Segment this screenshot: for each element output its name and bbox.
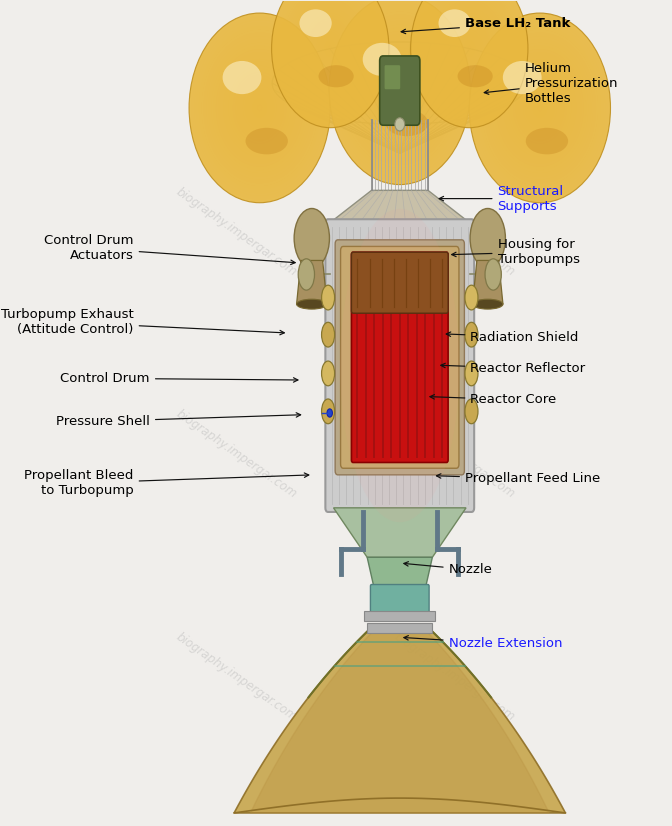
FancyBboxPatch shape bbox=[335, 240, 464, 475]
Text: Reactor Core: Reactor Core bbox=[430, 393, 556, 406]
Ellipse shape bbox=[189, 13, 330, 202]
Polygon shape bbox=[329, 190, 470, 223]
Text: Radiation Shield: Radiation Shield bbox=[446, 330, 579, 344]
Ellipse shape bbox=[503, 61, 542, 94]
Text: Propellant Feed Line: Propellant Feed Line bbox=[436, 472, 600, 486]
Ellipse shape bbox=[465, 399, 478, 424]
Ellipse shape bbox=[222, 61, 261, 94]
Ellipse shape bbox=[395, 118, 405, 131]
Text: biography.impergar.com: biography.impergar.com bbox=[391, 185, 517, 278]
Ellipse shape bbox=[322, 322, 335, 347]
Text: biography.impergar.com: biography.impergar.com bbox=[391, 630, 517, 724]
Ellipse shape bbox=[298, 259, 314, 290]
Ellipse shape bbox=[296, 299, 327, 309]
Text: biography.impergar.com: biography.impergar.com bbox=[174, 630, 300, 724]
Text: biography.impergar.com: biography.impergar.com bbox=[174, 185, 300, 278]
Ellipse shape bbox=[300, 9, 332, 37]
Ellipse shape bbox=[411, 0, 528, 128]
Text: Reactor Reflector: Reactor Reflector bbox=[441, 362, 585, 375]
FancyBboxPatch shape bbox=[351, 252, 448, 463]
Ellipse shape bbox=[469, 13, 610, 202]
Text: biography.impergar.com: biography.impergar.com bbox=[174, 407, 300, 501]
Ellipse shape bbox=[470, 208, 505, 268]
Text: biography.impergar.com: biography.impergar.com bbox=[391, 407, 517, 501]
Text: Propellant Bleed
to Turbopump: Propellant Bleed to Turbopump bbox=[24, 469, 309, 497]
Text: Pressure Shell: Pressure Shell bbox=[56, 413, 300, 428]
Ellipse shape bbox=[465, 361, 478, 386]
Text: Control Drum
Actuators: Control Drum Actuators bbox=[44, 234, 295, 264]
Ellipse shape bbox=[319, 65, 353, 88]
FancyBboxPatch shape bbox=[325, 219, 474, 512]
Ellipse shape bbox=[465, 322, 478, 347]
Polygon shape bbox=[333, 508, 466, 558]
Ellipse shape bbox=[327, 409, 333, 417]
Polygon shape bbox=[251, 632, 549, 813]
Ellipse shape bbox=[322, 399, 335, 424]
Ellipse shape bbox=[458, 65, 493, 88]
Text: Housing for
Turbopumps: Housing for Turbopumps bbox=[452, 238, 579, 266]
Ellipse shape bbox=[465, 285, 478, 310]
FancyBboxPatch shape bbox=[380, 56, 420, 126]
Text: Control Drum: Control Drum bbox=[60, 372, 298, 385]
Polygon shape bbox=[367, 558, 432, 586]
Ellipse shape bbox=[363, 43, 402, 76]
Text: Nozzle: Nozzle bbox=[404, 562, 493, 577]
Text: Structural
Supports: Structural Supports bbox=[439, 184, 564, 212]
FancyBboxPatch shape bbox=[370, 585, 429, 613]
Ellipse shape bbox=[271, 0, 389, 128]
Polygon shape bbox=[234, 632, 565, 813]
Polygon shape bbox=[364, 611, 435, 621]
Ellipse shape bbox=[322, 285, 335, 310]
Text: Helium
Pressurization
Bottles: Helium Pressurization Bottles bbox=[485, 62, 618, 105]
Ellipse shape bbox=[472, 299, 503, 309]
Text: Turbopump Exhaust
(Attitude Control): Turbopump Exhaust (Attitude Control) bbox=[1, 308, 284, 336]
FancyBboxPatch shape bbox=[351, 252, 448, 313]
Ellipse shape bbox=[485, 259, 501, 290]
Text: Base LH₂ Tank: Base LH₂ Tank bbox=[401, 17, 571, 34]
Ellipse shape bbox=[322, 361, 335, 386]
Ellipse shape bbox=[526, 128, 568, 154]
Polygon shape bbox=[296, 260, 327, 304]
Ellipse shape bbox=[386, 110, 428, 136]
FancyBboxPatch shape bbox=[384, 65, 401, 89]
Ellipse shape bbox=[439, 9, 471, 37]
Ellipse shape bbox=[294, 208, 329, 268]
Ellipse shape bbox=[245, 128, 288, 154]
Polygon shape bbox=[367, 624, 432, 634]
FancyBboxPatch shape bbox=[341, 246, 459, 468]
Ellipse shape bbox=[329, 0, 470, 184]
Polygon shape bbox=[472, 260, 503, 304]
Text: Nozzle Extension: Nozzle Extension bbox=[404, 636, 562, 650]
Ellipse shape bbox=[340, 209, 460, 522]
